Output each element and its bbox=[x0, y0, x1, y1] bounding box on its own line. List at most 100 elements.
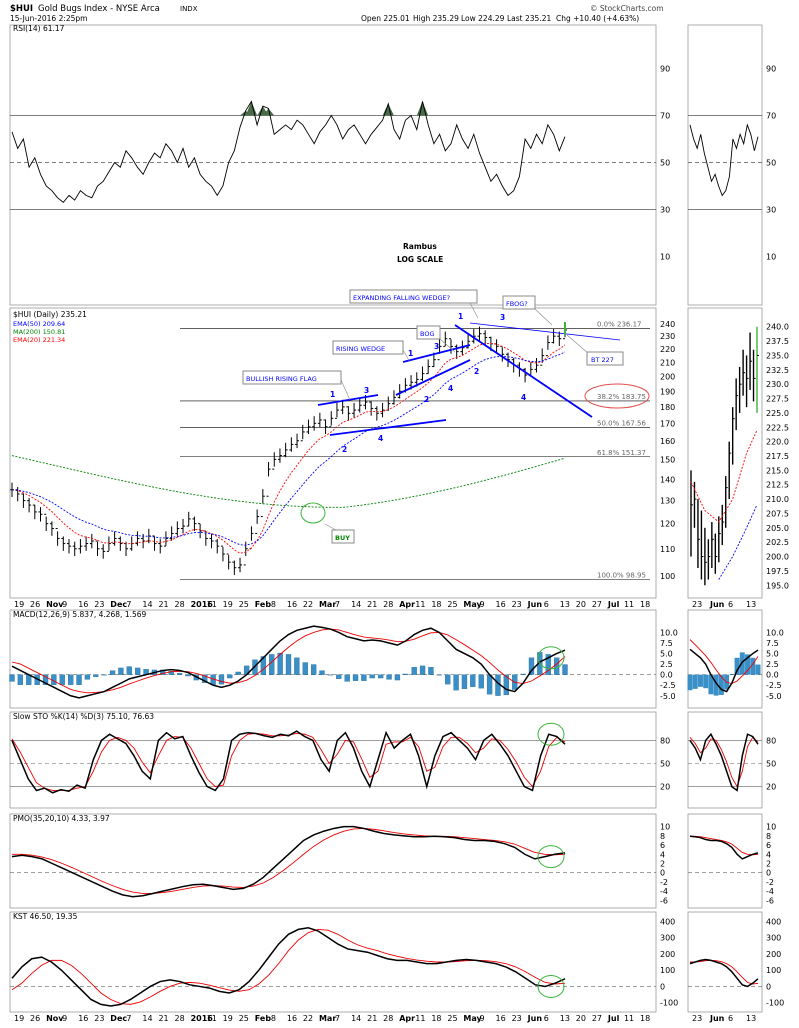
pmo-zoom-tick: 10 bbox=[766, 823, 776, 832]
x-tick-bottom: May bbox=[463, 1014, 482, 1023]
rsi-zoom-tick: 30 bbox=[766, 206, 776, 215]
x-tick-top: 7 bbox=[335, 600, 340, 609]
pmo-zoom-tick: -4 bbox=[766, 887, 774, 896]
macd-histogram-bar bbox=[101, 674, 107, 676]
price-tick: 140 bbox=[660, 475, 675, 484]
x-tick-top: Dec bbox=[110, 600, 127, 609]
macd-zoom-tick: -2.5 bbox=[766, 681, 782, 690]
zoom-price-tick: 237.5 bbox=[766, 337, 789, 346]
header-name: Gold Bugs Index - NYSE Arca bbox=[38, 4, 160, 14]
kst-zoom-tick: 100 bbox=[766, 966, 781, 975]
x-tick-bottom: 19 bbox=[223, 1014, 233, 1023]
zoom-frame-pmo bbox=[687, 813, 763, 909]
pmo-zoom-main bbox=[689, 835, 759, 860]
macd-histogram-bar bbox=[528, 657, 535, 675]
macd-zoom-signal bbox=[689, 639, 759, 685]
ma200-legend: MA(200) 150.81 bbox=[13, 328, 65, 336]
x-tick-top: Mar bbox=[319, 600, 336, 609]
rsi-line bbox=[11, 100, 566, 204]
x-tick-bottom: Apr bbox=[399, 1014, 415, 1023]
ema50-line bbox=[11, 351, 566, 546]
kst-tick: -100 bbox=[660, 999, 678, 1008]
flag-bottom-line bbox=[329, 419, 447, 436]
x-tick-top: 6 bbox=[544, 600, 549, 609]
wave-number: 3 bbox=[500, 313, 505, 322]
x-tick-top: 8 bbox=[271, 600, 276, 609]
macd-histogram-bar bbox=[218, 674, 225, 685]
macd-zoom-histogram-bar bbox=[745, 654, 751, 675]
x-tick-bottom: 27 bbox=[592, 1014, 602, 1023]
stochastic-legend: Slow STO %K(14) %D(3) 75.10, 76.63 bbox=[13, 712, 154, 721]
macd-histogram-bar bbox=[294, 657, 300, 675]
fbog-box bbox=[502, 295, 536, 310]
macd-histogram-bar bbox=[260, 656, 267, 675]
x-tick-top: Feb bbox=[255, 600, 272, 609]
wave-number: 2 bbox=[424, 395, 429, 404]
kst-tick: 300 bbox=[660, 934, 675, 943]
macd-zoom-histogram-bar bbox=[755, 664, 761, 675]
callout-line bbox=[324, 523, 337, 531]
ema20-legend: EMA(20) 221.34 bbox=[13, 336, 65, 344]
x-tick-bottom: 26 bbox=[30, 1014, 40, 1023]
x-tick-top: 18 bbox=[431, 600, 441, 609]
header-date: 15-Jun-2016 2:25pm bbox=[10, 14, 87, 23]
macd-zoom-tick: 7.5 bbox=[766, 639, 779, 648]
x-tick-top: Jul bbox=[607, 600, 620, 609]
header-symbol: $HUI bbox=[10, 4, 33, 14]
x-tick-bottom: 18 bbox=[640, 1014, 650, 1023]
macd-main-line bbox=[11, 625, 566, 699]
pmo-panel: PMO(35,20,10) 4.33, 3.97 10 108 86 64 42 20 0-… bbox=[10, 814, 776, 905]
x-tick-top: 25 bbox=[447, 600, 457, 609]
kst-zoom-tick: 200 bbox=[766, 950, 781, 959]
x-tick-bottom: 21 bbox=[367, 1014, 377, 1023]
zoom-price-tick: 232.5 bbox=[766, 366, 789, 375]
kst-zoom-tick: 0 bbox=[766, 982, 771, 991]
macd-zoom-histogram-bar bbox=[687, 674, 693, 691]
x-tick-bottom: 23 bbox=[94, 1014, 104, 1023]
macd-zoom-tick: 0.0 bbox=[766, 671, 779, 680]
rsi-zoom-tick: 10 bbox=[766, 253, 776, 262]
x-tick-top: 22 bbox=[303, 600, 313, 609]
macd-histogram-bar bbox=[42, 674, 49, 685]
macd-histogram-bar bbox=[176, 673, 183, 675]
macd-histogram-bar bbox=[118, 667, 124, 675]
x-tick-bottom: Jun bbox=[527, 1014, 543, 1023]
stochastic-zoom-tick: 50 bbox=[766, 760, 776, 769]
callout-line bbox=[340, 379, 351, 401]
bog-label: BOG bbox=[420, 330, 435, 338]
macd-histogram-bar bbox=[59, 674, 65, 685]
pmo-tick: 8 bbox=[660, 832, 665, 841]
x-tick-bottom: 11 bbox=[415, 1014, 425, 1023]
pmo-tick: -2 bbox=[660, 878, 668, 887]
price-legend: $HUI (Daily) 235.21 bbox=[13, 310, 87, 319]
kst-tick: 400 bbox=[660, 917, 675, 926]
macd-histogram-bar bbox=[93, 674, 99, 677]
wave-number: 4 bbox=[521, 393, 526, 402]
x-tick-bottom: 20 bbox=[576, 1014, 586, 1023]
macd-zoom-histogram-bar bbox=[750, 657, 756, 675]
callout-line bbox=[534, 308, 553, 326]
macd-green-circle bbox=[537, 646, 565, 670]
macd-tick: 5.0 bbox=[660, 650, 673, 659]
x-tick-bottom: 8 bbox=[271, 1014, 276, 1023]
x-tick-bottom: Nov bbox=[46, 1014, 64, 1023]
rsi-tick: 90 bbox=[660, 65, 670, 74]
stockcharts-brand: © StockCharts.com bbox=[590, 4, 664, 13]
pmo-tick: 4 bbox=[660, 850, 665, 859]
macd-tick: 7.5 bbox=[660, 639, 673, 648]
frame-price bbox=[9, 307, 657, 599]
wave-number: 2 bbox=[474, 367, 479, 376]
wave-number: 1 bbox=[408, 349, 413, 358]
zoom-frame-price bbox=[687, 307, 763, 599]
x-tick-top: 26 bbox=[30, 600, 40, 609]
pmo-zoom-tick: 0 bbox=[766, 869, 771, 878]
macd-histogram-bar bbox=[109, 670, 116, 675]
zoom-price-tick: 207.5 bbox=[766, 509, 789, 518]
x-tick-top: 9 bbox=[62, 600, 67, 609]
expanding-wedge-box bbox=[349, 289, 478, 304]
x-tick-top: 21 bbox=[367, 600, 377, 609]
pmo-tick: 0 bbox=[660, 869, 665, 878]
x-tick-top: 20 bbox=[576, 600, 586, 609]
